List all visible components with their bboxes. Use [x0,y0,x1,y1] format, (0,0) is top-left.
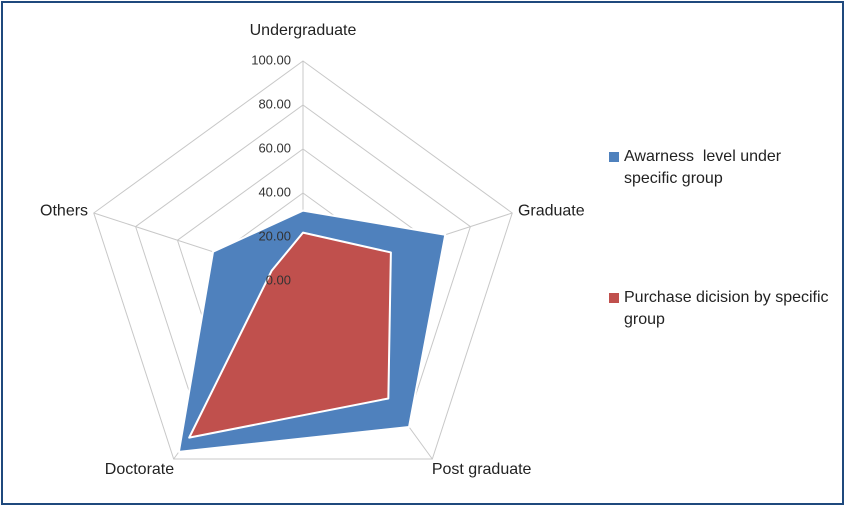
legend-label: Purchase dicision by specific group [624,289,833,328]
legend-entry: Awarness level under specific group [609,146,829,190]
r-tick-label: 100.00 [251,52,291,67]
r-tick-label: 20.00 [258,228,291,243]
legend-swatch [609,152,619,162]
grid-ring [93,60,513,460]
category-label: Undergraduate [250,22,357,39]
r-tick-label: 80.00 [258,96,291,111]
category-label: Post graduate [432,461,532,478]
series-area [188,231,392,439]
r-tick-label: 0.00 [266,272,291,287]
r-tick-label: 40.00 [258,184,291,199]
legend-swatch [609,293,619,303]
category-label: Doctorate [105,461,174,478]
category-label: Others [40,202,88,219]
r-tick-label: 60.00 [258,140,291,155]
legend-entry: Purchase dicision by specific group [609,287,829,331]
category-label: Graduate [518,202,585,219]
legend-label: Awarness level under specific group [624,148,786,187]
